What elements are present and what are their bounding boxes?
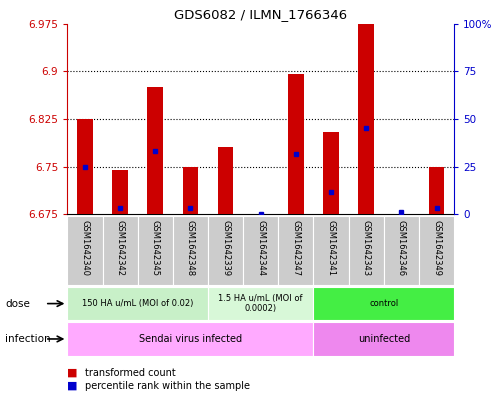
- Bar: [208, 216, 243, 285]
- Text: GSM1642347: GSM1642347: [291, 220, 300, 276]
- Text: GSM1642344: GSM1642344: [256, 220, 265, 275]
- Text: GSM1642341: GSM1642341: [326, 220, 335, 275]
- Text: uninfected: uninfected: [358, 334, 410, 344]
- Bar: [67, 287, 208, 320]
- Bar: [208, 287, 313, 320]
- Text: 150 HA u/mL (MOI of 0.02): 150 HA u/mL (MOI of 0.02): [82, 299, 194, 308]
- Text: 1.5 HA u/mL (MOI of
0.0002): 1.5 HA u/mL (MOI of 0.0002): [219, 294, 303, 313]
- Text: transformed count: transformed count: [85, 367, 176, 378]
- Bar: [393, 214, 409, 220]
- Text: GSM1642348: GSM1642348: [186, 220, 195, 276]
- Bar: [253, 214, 268, 220]
- Text: GSM1642345: GSM1642345: [151, 220, 160, 275]
- Text: ■: ■: [67, 381, 78, 391]
- Bar: [429, 167, 445, 214]
- Bar: [112, 170, 128, 214]
- Bar: [67, 216, 102, 285]
- Text: ■: ■: [67, 367, 78, 378]
- Text: dose: dose: [5, 299, 30, 309]
- Text: GSM1642349: GSM1642349: [432, 220, 441, 275]
- Text: GSM1642346: GSM1642346: [397, 220, 406, 276]
- Bar: [384, 216, 419, 285]
- Bar: [349, 216, 384, 285]
- Text: infection: infection: [5, 334, 50, 344]
- Bar: [278, 216, 313, 285]
- Bar: [358, 24, 374, 214]
- Text: GSM1642339: GSM1642339: [221, 220, 230, 276]
- Text: percentile rank within the sample: percentile rank within the sample: [85, 381, 250, 391]
- Text: Sendai virus infected: Sendai virus infected: [139, 334, 242, 344]
- Text: GSM1642340: GSM1642340: [80, 220, 89, 275]
- Title: GDS6082 / ILMN_1766346: GDS6082 / ILMN_1766346: [174, 8, 347, 21]
- Bar: [313, 216, 349, 285]
- Bar: [67, 322, 313, 356]
- Text: GSM1642342: GSM1642342: [116, 220, 125, 275]
- Text: GSM1642343: GSM1642343: [362, 220, 371, 276]
- Bar: [102, 216, 138, 285]
- Bar: [313, 287, 454, 320]
- Bar: [218, 147, 234, 214]
- Bar: [288, 74, 304, 214]
- Bar: [147, 87, 163, 214]
- Bar: [138, 216, 173, 285]
- Bar: [173, 216, 208, 285]
- Bar: [183, 167, 198, 214]
- Bar: [313, 322, 454, 356]
- Bar: [419, 216, 454, 285]
- Bar: [243, 216, 278, 285]
- Bar: [323, 132, 339, 214]
- Bar: [77, 119, 93, 214]
- Text: control: control: [369, 299, 398, 308]
